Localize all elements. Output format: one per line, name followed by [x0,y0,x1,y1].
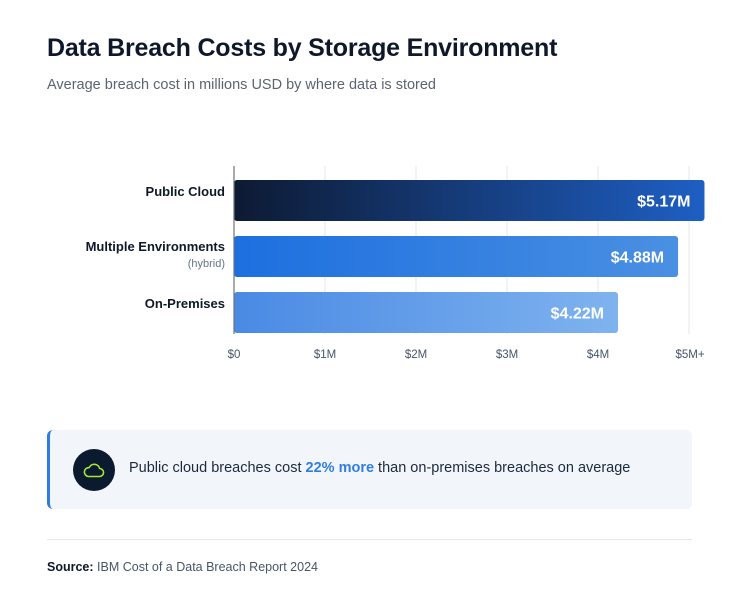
callout-text: Public cloud breaches cost 22% more than… [129,460,630,476]
callout-text-before: Public cloud breaches cost [129,460,306,476]
cloud-icon [83,463,105,478]
category-label: Multiple Environments [86,239,225,254]
chart-subtitle: Average breach cost in millions USD by w… [47,77,437,93]
category-label: On-Premises [145,296,225,311]
footer-divider [47,539,692,540]
source-label: Source: [47,560,94,574]
category-label: Public Cloud [146,184,226,199]
category-sublabel: (hybrid) [188,258,225,270]
bar-value-label: $4.88M [611,250,664,267]
bar-value-label: $4.22M [551,306,604,323]
chart-title: Data Breach Costs by Storage Environment [47,34,558,62]
x-tick-label: $5M+ [675,349,704,361]
bar-3 [234,292,619,333]
bar-chart: $5.17M Public Cloud $4.88M Multiple Environ… [86,166,705,361]
source-text: IBM Cost of a Data Breach Report 2024 [93,560,318,574]
callout-text-after: than on-premises breaches on average [374,460,631,476]
bar-value-label: $5.17M [637,194,690,211]
bar-2 [234,236,679,277]
x-tick-label: $0 [228,349,241,361]
callout-highlight: 22% more [305,460,375,476]
source-note: Source: IBM Cost of a Data Breach Report… [47,560,318,574]
x-tick-label: $4M [587,349,609,361]
cloud-icon-badge [73,449,115,491]
x-tick-label: $1M [314,349,336,361]
insight-callout: Public cloud breaches cost 22% more than… [47,430,692,509]
bar-1 [234,180,705,221]
x-tick-label: $3M [496,349,518,361]
x-tick-label: $2M [405,349,427,361]
